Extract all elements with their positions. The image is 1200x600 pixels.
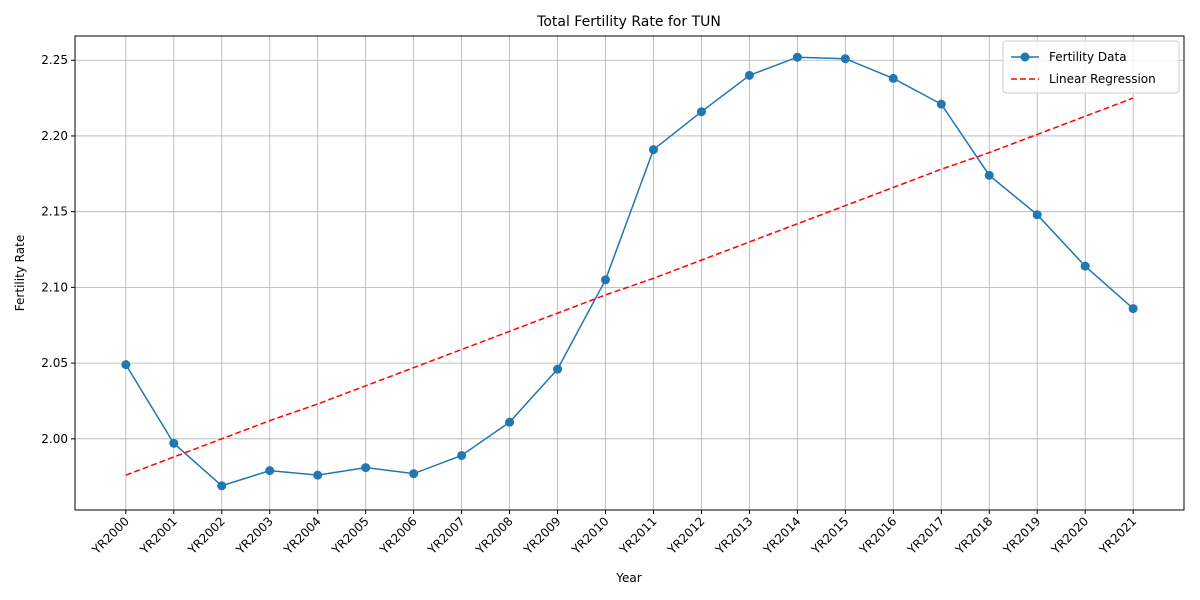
x-tick-label: YR2014 xyxy=(760,514,803,557)
marker xyxy=(361,463,371,473)
chart-title: Total Fertility Rate for TUN xyxy=(536,14,721,30)
x-tick-label: YR2006 xyxy=(376,514,419,557)
series-line xyxy=(125,56,1134,487)
x-tick-label: YR2017 xyxy=(904,514,947,557)
marker xyxy=(1128,304,1138,314)
x-tick-label: YR2005 xyxy=(329,514,372,557)
marker xyxy=(888,73,898,83)
legend-marker xyxy=(1020,52,1030,62)
marker xyxy=(1080,261,1090,271)
x-tick-label: YR2008 xyxy=(472,514,515,557)
marker xyxy=(409,469,419,479)
x-tick-label: YR2010 xyxy=(568,514,611,557)
x-tick-label: YR2018 xyxy=(952,514,995,557)
marker xyxy=(984,170,994,180)
x-tick-label: YR2003 xyxy=(233,514,276,557)
grid xyxy=(75,36,1184,510)
legend-box xyxy=(1002,40,1180,94)
marker xyxy=(601,275,611,285)
x-tick-label: YR2004 xyxy=(281,514,324,557)
x-tick-label: YR2007 xyxy=(424,514,467,557)
marker xyxy=(265,466,275,476)
marker xyxy=(169,438,179,448)
marker xyxy=(313,470,323,480)
marker xyxy=(648,145,658,155)
marker xyxy=(840,54,850,64)
y-tick-label: 2.00 xyxy=(41,432,68,446)
marker xyxy=(696,107,706,117)
x-tick-label: YR2011 xyxy=(616,514,659,557)
marker xyxy=(744,70,754,80)
marker xyxy=(553,364,563,374)
y-tick-label: 2.10 xyxy=(41,280,68,294)
x-tick-label: YR2019 xyxy=(1000,514,1043,557)
y-tick-label: 2.05 xyxy=(41,356,68,370)
x-tick-label: YR2016 xyxy=(856,514,899,557)
y-axis-label: Fertility Rate xyxy=(13,235,27,311)
y-tick-label: 2.25 xyxy=(41,53,68,67)
x-tick-label: YR2015 xyxy=(808,514,851,557)
y-tick-label: 2.15 xyxy=(41,205,68,219)
marker xyxy=(457,450,467,460)
marker xyxy=(936,99,946,109)
x-tick-label: YR2020 xyxy=(1048,514,1091,557)
x-tick-label: YR2000 xyxy=(89,514,132,557)
x-tick-label: YR2013 xyxy=(712,514,755,557)
marker xyxy=(1032,210,1042,220)
x-tick-label: YR2012 xyxy=(664,514,707,557)
plot-frame xyxy=(74,35,1185,511)
x-tick-label: YR2002 xyxy=(185,514,228,557)
marker xyxy=(121,360,131,370)
series-line xyxy=(125,97,1134,476)
x-tick-label: YR2009 xyxy=(520,514,563,557)
legend-label: Linear Regression xyxy=(1049,72,1156,86)
y-tick-label: 2.20 xyxy=(41,129,68,143)
marker xyxy=(792,52,802,62)
x-axis-label: Year xyxy=(615,571,641,585)
marker xyxy=(505,417,515,427)
legend-label: Fertility Data xyxy=(1049,50,1127,64)
marker xyxy=(217,481,227,491)
x-tick-label: YR2001 xyxy=(137,514,180,557)
x-tick-label: YR2021 xyxy=(1096,514,1139,557)
